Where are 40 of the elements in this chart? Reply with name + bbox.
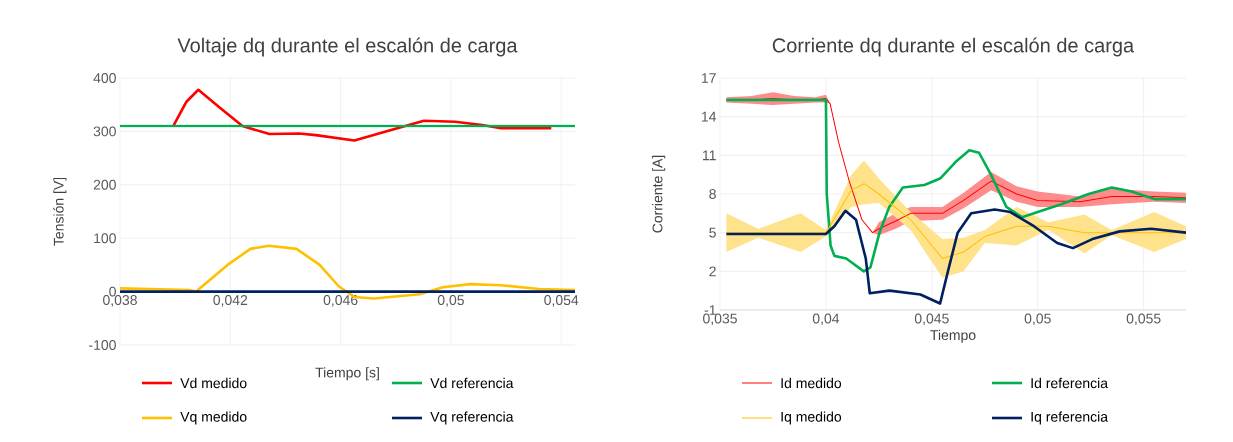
y-tick-label: 0	[109, 286, 116, 297]
legend-label: Iq referencia	[1031, 411, 1109, 425]
y-tick-label: 2	[709, 266, 716, 277]
x-tick-label: 0,045	[914, 313, 949, 326]
y-tick-label: -100	[89, 340, 116, 350]
x-tick-label: 0,05	[1024, 313, 1051, 326]
legend-label: Vd referencia	[430, 377, 514, 389]
legend-label: Vq medido	[180, 411, 247, 425]
y-axis-title: Tensión [V]	[53, 177, 67, 246]
line-series	[171, 88, 553, 142]
x-tick-label: 0,055	[1126, 313, 1161, 326]
x-axis-title: Tiempo [s]	[315, 367, 379, 381]
x-tick-label: 0,035	[703, 313, 737, 326]
y-axis-title: Corriente [A]	[652, 155, 666, 233]
legend-label: Vq referencia	[430, 411, 514, 425]
line-series	[725, 208, 1187, 305]
y-tick-label: 100	[94, 233, 116, 244]
y-tick-label: 11	[703, 150, 716, 161]
chart-title: Voltaje dq durante el escalón de carga	[177, 37, 518, 57]
legend-label: Id referencia	[1031, 377, 1109, 389]
legend-label: Iq medido	[781, 411, 842, 425]
chart-title: Corriente dq durante el escalón de carga	[772, 37, 1135, 57]
x-tick-label: 0,046	[323, 295, 358, 307]
x-tick-label: 0,038	[103, 295, 137, 307]
x-tick-label: 0,054	[544, 295, 579, 307]
y-tick-label: 14	[701, 111, 717, 122]
y-tick-label: 17	[701, 73, 716, 83]
line-series	[725, 98, 1187, 273]
x-tick-label: 0,05	[437, 295, 464, 307]
x-tick-label: 0,04	[812, 313, 840, 326]
x-axis-title: Tiempo	[930, 329, 976, 343]
y-tick-label: 5	[709, 227, 716, 238]
y-tick-label: 8	[709, 189, 716, 199]
y-tick-label: 400	[93, 73, 116, 83]
y-tick-label: 300	[93, 126, 116, 137]
y-tick-label: -1	[704, 305, 716, 315]
legend-label: Id medido	[781, 377, 842, 389]
legend-label: Vd medido	[180, 377, 247, 389]
x-tick-label: 0,042	[213, 295, 248, 307]
y-tick-label: 200	[93, 179, 116, 190]
